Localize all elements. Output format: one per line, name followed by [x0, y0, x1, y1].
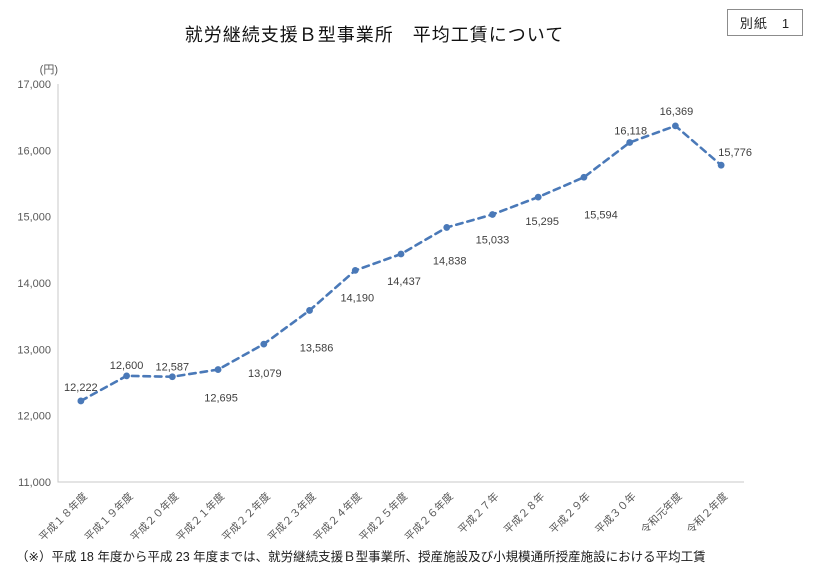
data-point	[260, 340, 268, 348]
data-label: 16,369	[660, 106, 694, 118]
chart-title: 就労継続支援Ｂ型事業所 平均工賃について	[184, 25, 565, 45]
x-tick-label: 平成２９年	[547, 490, 593, 536]
y-tick-label: 12,000	[17, 411, 51, 423]
data-point	[77, 397, 85, 405]
axis-lines	[57, 84, 744, 483]
data-label: 12,222	[64, 382, 98, 394]
data-point	[580, 173, 588, 181]
data-label: 14,190	[340, 292, 374, 304]
data-label: 12,587	[156, 362, 190, 374]
data-point	[123, 372, 130, 380]
data-label: 13,586	[300, 342, 334, 354]
data-point	[626, 139, 634, 146]
data-label: 13,079	[248, 368, 282, 380]
attachment-number-badge: 別紙 1	[727, 9, 803, 36]
data-label: 12,600	[110, 360, 144, 372]
y-tick-label: 11,000	[18, 477, 51, 489]
data-point	[489, 211, 496, 218]
data-point	[672, 122, 679, 130]
data-point	[214, 366, 222, 373]
y-tick-label: 14,000	[17, 278, 51, 290]
y-tick-label: 13,000	[17, 344, 51, 356]
data-label: 15,033	[476, 234, 510, 246]
data-point	[534, 193, 542, 201]
y-tick-label: 17,000	[17, 79, 51, 91]
data-point	[351, 266, 359, 274]
data-point	[717, 161, 725, 169]
x-tick-label: 令和元年度	[638, 490, 685, 537]
x-tick-label: 平成２７年	[455, 490, 501, 536]
series-line	[79, 124, 723, 403]
x-tick-label: 平成２８年	[501, 490, 547, 536]
data-point	[168, 373, 176, 381]
data-label: 15,776	[718, 147, 752, 159]
x-tick-label: 令和２年度	[684, 490, 731, 537]
data-point	[443, 224, 451, 231]
data-label: 12,695	[204, 393, 238, 405]
data-label: 16,118	[614, 126, 647, 138]
data-label: 14,838	[433, 255, 467, 267]
y-axis-unit-label: (円)	[39, 64, 58, 76]
y-tick-label: 16,000	[17, 145, 51, 157]
footnote-text: （※）平成 18 年度から平成 23 年度までは、就労継続支援Ｂ型事業所、授産施…	[16, 550, 706, 564]
data-point	[397, 250, 405, 258]
x-tick-label: 平成２６年度	[402, 490, 456, 544]
x-tick-label: 平成３０年	[592, 490, 638, 536]
data-label: 15,295	[525, 216, 559, 228]
data-label: 15,594	[584, 209, 618, 221]
data-label: 14,437	[387, 276, 421, 288]
data-point	[306, 307, 313, 314]
y-tick-label: 15,000	[17, 212, 51, 224]
